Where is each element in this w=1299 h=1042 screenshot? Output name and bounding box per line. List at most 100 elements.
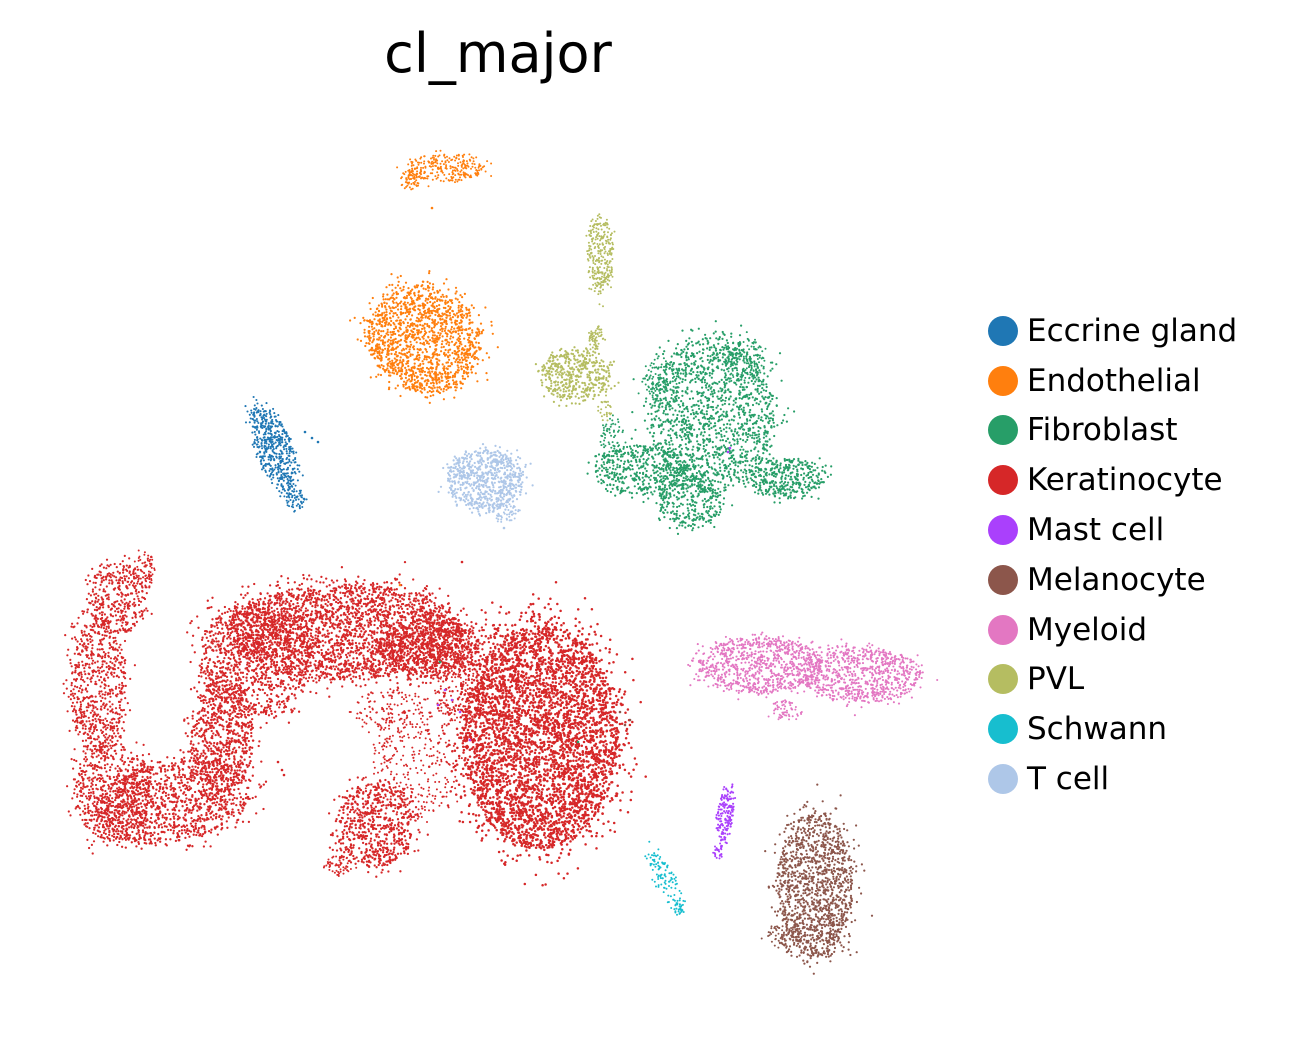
scatter-point [500, 817, 503, 820]
scatter-point [325, 668, 327, 670]
scatter-point [631, 658, 634, 661]
scatter-point [588, 707, 591, 710]
scatter-point [569, 730, 572, 733]
scatter-point [503, 862, 506, 865]
scatter-point [492, 650, 495, 653]
scatter-point [584, 668, 587, 671]
scatter-point [474, 735, 477, 738]
scatter-point [550, 654, 553, 657]
scatter-point [557, 724, 560, 727]
scatter-point [547, 603, 550, 606]
scatter-point [573, 809, 576, 812]
scatter-point [616, 772, 619, 775]
scatter-point [545, 633, 548, 636]
scatter-point [505, 686, 508, 689]
scatter-point [516, 790, 519, 793]
scatter-point [475, 820, 478, 823]
scatter-point [605, 743, 608, 746]
scatter-point [508, 709, 511, 712]
scatter-point [520, 816, 523, 819]
scatter-point [325, 616, 327, 618]
scatter-point [586, 734, 589, 737]
scatter-point [506, 781, 509, 784]
scatter-point [515, 631, 518, 634]
scatter-point [537, 704, 540, 707]
scatter-point [554, 678, 557, 681]
scatter-point [482, 756, 485, 759]
scatter-point [632, 679, 635, 682]
scatter-point [577, 777, 580, 780]
scatter-point [626, 732, 629, 735]
scatter-point [585, 684, 588, 687]
scatter-point [496, 783, 499, 786]
scatter-point [528, 854, 531, 857]
scatter-point [565, 787, 568, 790]
scatter-point [467, 777, 470, 780]
scatter-point [541, 750, 544, 753]
scatter-point [628, 772, 631, 775]
scatter-point [578, 713, 581, 716]
scatter-point [514, 654, 517, 657]
scatter-point [582, 759, 585, 762]
scatter-point [503, 741, 506, 744]
scatter-point [234, 601, 236, 603]
scatter-point [535, 846, 538, 849]
scatter-point [558, 617, 561, 620]
scatter-point [515, 688, 518, 691]
scatter-point [540, 791, 543, 794]
scatter-point [606, 761, 609, 764]
scatter-point [507, 727, 510, 730]
scatter-point [518, 835, 521, 838]
scatter-point [544, 606, 547, 609]
scatter-point [534, 657, 537, 660]
scatter-point [519, 841, 522, 844]
scatter-point [586, 638, 589, 641]
scatter-point [524, 769, 527, 772]
scatter-point [494, 654, 497, 657]
scatter-point [596, 754, 599, 757]
scatter-point [583, 784, 586, 787]
scatter-point [496, 672, 499, 675]
scatter-point [525, 849, 528, 852]
scatter-point [492, 643, 495, 646]
scatter-point [529, 603, 532, 606]
scatter-point [572, 740, 575, 743]
scatter-point [354, 597, 356, 599]
scatter-point [511, 712, 514, 715]
scatter-point [501, 713, 504, 716]
scatter-point [484, 754, 487, 757]
scatter-point [584, 825, 587, 828]
scatter-point [569, 803, 572, 806]
scatter-point [482, 691, 485, 694]
scatter-point [252, 639, 254, 641]
scatter-point [575, 756, 578, 759]
scatter-point [546, 696, 549, 699]
scatter-point [479, 738, 482, 741]
scatter-point [360, 590, 362, 592]
scatter-point [454, 750, 457, 753]
scatter-point [550, 698, 553, 701]
scatter-point [464, 668, 467, 671]
scatter-point [357, 576, 359, 578]
scatter-point [490, 814, 493, 817]
scatter-point [464, 763, 467, 766]
scatter-point [540, 646, 543, 649]
scatter-point [504, 650, 507, 653]
scatter-point [551, 631, 554, 634]
scatter-point [552, 773, 555, 776]
scatter-point [509, 743, 512, 746]
scatter-point [509, 718, 512, 721]
scatter-point [590, 675, 593, 678]
scatter-point [576, 651, 579, 654]
scatter-point [483, 731, 486, 734]
scatter-point [294, 674, 296, 676]
scatter-point [551, 692, 554, 695]
scatter-point [592, 697, 595, 700]
scatter-point [555, 762, 558, 765]
scatter-point [573, 819, 576, 822]
scatter-point [528, 788, 531, 791]
scatter-point [528, 809, 531, 812]
scatter-point [489, 818, 492, 821]
scatter-point [541, 719, 544, 722]
scatter-point [562, 675, 565, 678]
